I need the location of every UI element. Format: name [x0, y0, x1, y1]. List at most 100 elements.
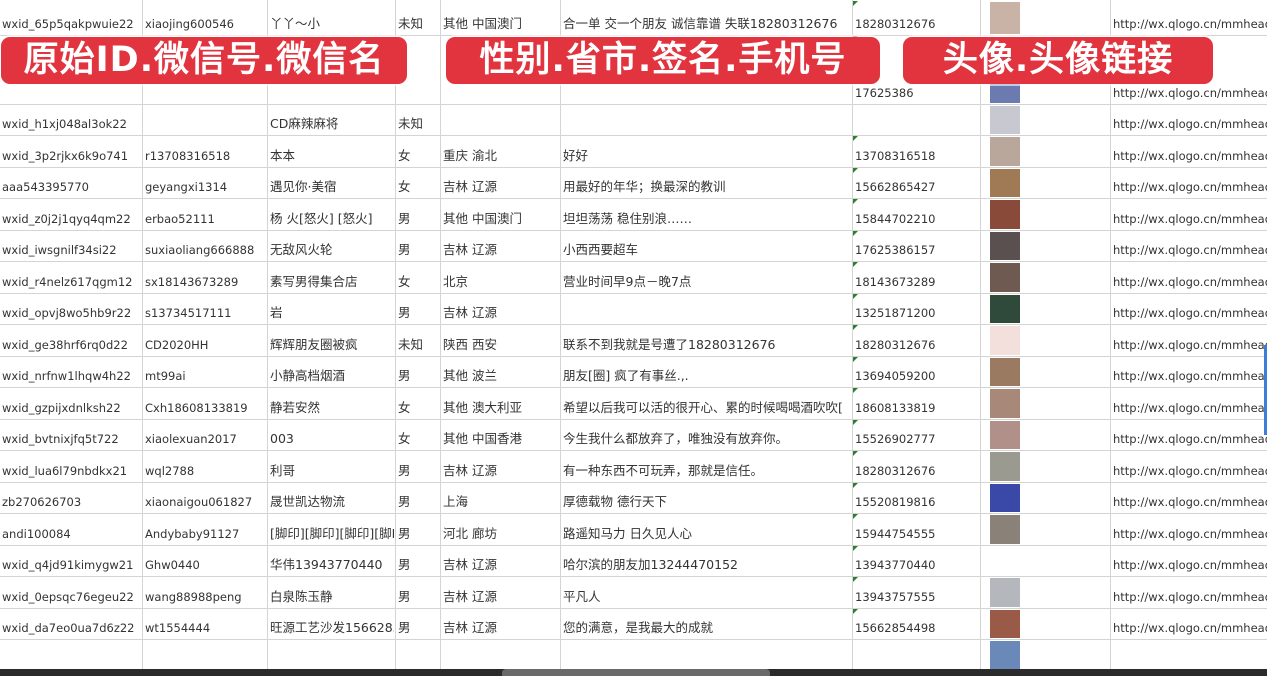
cell-region[interactable]: 陕西 西安 [443, 336, 497, 352]
cell-avatar-url[interactable]: http://wx.qlogo.cn/mmhead [1113, 16, 1267, 31]
cell-signature[interactable]: 您的满意，是我最大的成就 [563, 620, 714, 635]
cell-avatar-url[interactable]: http://wx.qlogo.cn/mmhead [1113, 495, 1267, 509]
table-row[interactable]: wxid_opvj8wo5hb9r22 s13734517111 岩 男 吉林 辽源 13… [0, 293, 1267, 325]
cell-avatar-url[interactable]: http://wx.qlogo.cn/mmhead [1113, 526, 1267, 541]
cell-gender[interactable]: 男 [398, 305, 411, 320]
cell-avatar-url[interactable]: http://wx.qlogo.cn/mmhead [1113, 148, 1267, 163]
cell-signature[interactable]: 哈尔滨的朋友加13244470152 [563, 557, 738, 572]
cell-original-id[interactable]: wxid_ge38hrf6rq0d22 [2, 337, 128, 352]
cell-phone[interactable]: 15844702210 [855, 211, 936, 226]
cell-signature[interactable]: 合一单 交一个朋友 诚信靠谱 失联18280312676 [563, 15, 838, 31]
cell-phone[interactable]: 18143673289 [855, 274, 936, 289]
avatar[interactable] [990, 168, 1020, 197]
cell-gender[interactable]: 男 [398, 462, 411, 478]
cell-original-id[interactable]: wxid_da7eo0ua7d6z22 [2, 621, 135, 635]
table-row[interactable]: wxid_3p2rjkx6k9o741 r13708316518 本本 女 重庆 渝北 好… [0, 136, 1267, 168]
table-row[interactable]: wxid_0epsqc76egeu22 wang88988peng 白泉陈玉静 男 吉林… [0, 577, 1267, 609]
cell-wechat-name[interactable]: 杨 火[怒火] [怒火] [270, 210, 373, 226]
cell-avatar-url[interactable]: http://wx.qlogo.cn/mmhead [1113, 85, 1267, 100]
cell-avatar-url[interactable]: http://wx.qlogo.cn/mmhead [1113, 243, 1267, 257]
cell-original-id[interactable]: wxid_3p2rjkx6k9o741 [2, 148, 129, 163]
cell-gender[interactable]: 女 [398, 273, 411, 289]
cell-region[interactable]: 其他 中国澳门 [443, 15, 522, 31]
cell-gender[interactable]: 男 [398, 557, 411, 572]
cell-region[interactable]: 重庆 渝北 [443, 147, 497, 163]
cell-phone[interactable]: 18608133819 [855, 400, 936, 415]
cell-gender[interactable]: 女 [398, 179, 411, 194]
cell-region[interactable]: 吉林 辽源 [443, 557, 497, 572]
cell-avatar-url[interactable]: http://wx.qlogo.cn/mmhead [1113, 211, 1267, 226]
avatar[interactable] [990, 326, 1020, 355]
cell-signature[interactable]: 用最好的年华；换最深的教训 [563, 179, 726, 194]
cell-wechat-name[interactable]: 小静高档烟酒 [270, 368, 346, 383]
cell-gender[interactable]: 女 [398, 399, 411, 415]
table-row[interactable]: wxid_65p5qakpwuie22 xiaojing600546 丫丫～小 未知 其… [0, 1, 1267, 36]
cell-phone[interactable]: 13943757555 [855, 589, 936, 604]
cell-original-id[interactable]: wxid_bvtnixjfq5t722 [2, 432, 119, 446]
cell-wechat-id[interactable]: geyangxi1314 [145, 180, 228, 194]
cell-avatar-url[interactable]: http://wx.qlogo.cn/mmhead [1113, 117, 1267, 131]
avatar[interactable] [990, 2, 1020, 34]
cell-original-id[interactable]: wxid_z0j2j1qyq4qm22 [2, 211, 131, 226]
table-row[interactable]: 17625386 http://wx.qlogo.cn/mmhead [0, 35, 1267, 105]
cell-wechat-id[interactable]: Andybaby91127 [145, 526, 240, 541]
cell-wechat-name[interactable]: 003 [270, 431, 294, 446]
cell-signature[interactable]: 朋友[圈] 疯了有事丝.,. [563, 368, 689, 383]
cell-wechat-name[interactable]: 华伟13943770440 [270, 557, 383, 572]
cell-signature[interactable]: 营业时间早9点－晚7点 [563, 273, 692, 289]
cell-wechat-name[interactable]: [脚印][脚印][脚印][脚E [270, 525, 394, 541]
cell-region[interactable]: 其他 澳大利亚 [443, 399, 522, 415]
table-row[interactable]: wxid_ge38hrf6rq0d22 CD2020HH 辉辉朋友圈被疯 未知 陕西 西… [0, 325, 1267, 357]
cell-original-id[interactable]: wxid_0epsqc76egeu22 [2, 589, 134, 604]
cell-gender[interactable]: 男 [398, 494, 411, 509]
cell-original-id[interactable]: wxid_iwsgnilf34si22 [2, 243, 117, 257]
cell-region[interactable]: 吉林 辽源 [443, 305, 497, 320]
table-row[interactable]: zb270626703 xiaonaigou061827 晟世凯达物流 男 上海 厚德载物… [0, 482, 1267, 514]
cell-wechat-id[interactable]: suxiaoliang666888 [145, 243, 255, 257]
cell-gender[interactable]: 男 [398, 210, 411, 226]
cell-wechat-name[interactable]: CD麻辣麻将 [270, 116, 339, 131]
cell-phone[interactable]: 18280312676 [855, 16, 936, 31]
cell-wechat-id[interactable]: erbao52111 [145, 211, 215, 226]
cell-wechat-name[interactable]: 白泉陈玉静 [270, 588, 333, 604]
avatar[interactable] [990, 389, 1020, 418]
cell-wechat-name[interactable]: 晟世凯达物流 [270, 494, 346, 509]
table-row[interactable]: wxid_iwsgnilf34si22 suxiaoliang666888 无敌风火… [0, 230, 1267, 262]
cell-phone[interactable]: 13708316518 [855, 148, 936, 163]
cell-avatar-url[interactable]: http://wx.qlogo.cn/mmhead [1113, 306, 1267, 320]
cell-wechat-id[interactable]: CD2020HH [145, 337, 209, 352]
cell-phone[interactable]: 17625386157 [855, 243, 936, 257]
cell-original-id[interactable]: wxid_h1xj048al3ok22 [2, 117, 127, 131]
cell-phone[interactable]: 13251871200 [855, 306, 936, 320]
cell-wechat-id[interactable]: mt99ai [145, 369, 186, 383]
cell-signature[interactable]: 有一种东西不可玩弄，那就是信任。 [563, 462, 764, 478]
cell-original-id[interactable]: zb270626703 [2, 495, 82, 509]
cell-wechat-id[interactable]: s13734517111 [145, 306, 232, 320]
cell-gender[interactable]: 男 [398, 368, 411, 383]
cell-phone[interactable]: 15662854498 [855, 621, 936, 635]
cell-original-id[interactable]: wxid_opvj8wo5hb9r22 [2, 306, 132, 320]
cell-signature[interactable]: 好好 [563, 147, 589, 163]
cell-region[interactable]: 吉林 辽源 [443, 242, 497, 257]
cell-original-id[interactable]: aaa543395770 [2, 180, 89, 194]
cell-region[interactable]: 河北 廊坊 [443, 525, 497, 541]
cell-original-id[interactable]: wxid_65p5qakpwuie22 [2, 16, 134, 31]
cell-region[interactable]: 北京 [443, 273, 469, 289]
cell-wechat-id[interactable]: wql2788 [145, 463, 195, 478]
avatar[interactable] [990, 357, 1020, 386]
cell-wechat-id[interactable]: xiaolexuan2017 [145, 432, 237, 446]
cell-avatar-url[interactable]: http://wx.qlogo.cn/mmhead [1113, 180, 1267, 194]
cell-phone[interactable]: 18280312676 [855, 337, 936, 352]
cell-region[interactable]: 其他 中国香港 [443, 431, 522, 446]
table-row[interactable]: wxid_r4nelz617qgm12 sx18143673289 素写男得集合店 女… [0, 262, 1267, 294]
avatar[interactable] [990, 515, 1020, 544]
avatar[interactable] [990, 578, 1020, 607]
avatar[interactable] [990, 231, 1020, 260]
cell-wechat-name[interactable]: 静若安然 [270, 399, 321, 415]
avatar[interactable] [990, 105, 1020, 134]
cell-original-id[interactable]: andi100084 [2, 526, 71, 541]
cell-wechat-name[interactable]: 无敌风火轮 [270, 242, 333, 257]
table-row[interactable]: andi100084 Andybaby91127 [脚印][脚印][脚印][脚E 男 河… [0, 514, 1267, 546]
cell-gender[interactable]: 男 [398, 525, 411, 541]
cell-signature[interactable]: 厚德载物 德行天下 [563, 494, 667, 509]
